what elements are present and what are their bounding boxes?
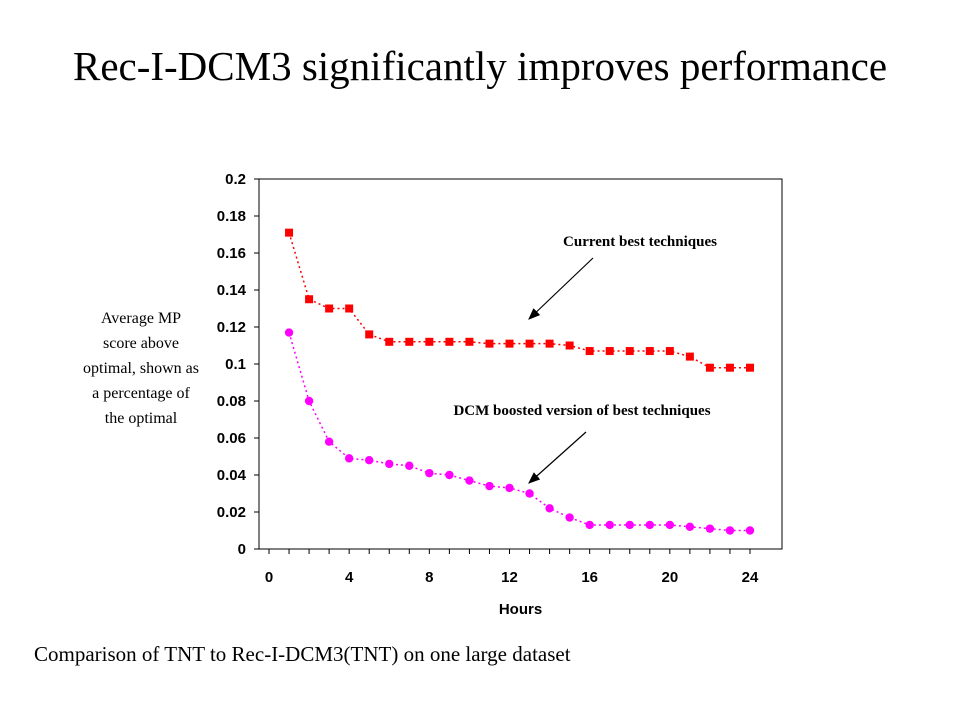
series-0-point [425, 337, 434, 346]
series-1-point [405, 461, 414, 470]
series-1-point [525, 489, 534, 498]
series-0-line [288, 232, 750, 369]
series-0-point [525, 339, 534, 348]
series-1-point [365, 456, 374, 465]
series-1-point [465, 476, 474, 485]
y-tick-label: 0.08 [217, 393, 246, 410]
series-1-point [505, 483, 514, 493]
y-tick-label: 0 [238, 541, 246, 558]
series-1-point [725, 526, 735, 535]
series-0-point [465, 337, 474, 346]
series-1-point [385, 459, 394, 469]
y-axis-title-line: a percentage of [92, 385, 190, 402]
x-tick-label: 24 [742, 569, 759, 586]
x-tick-label: 20 [661, 569, 678, 586]
y-axis-title-line: the optimal [105, 410, 178, 427]
y-tick-label: 0.18 [217, 208, 246, 225]
series-1-point [545, 504, 554, 513]
series-0-point [365, 330, 374, 339]
x-tick-label: 0 [265, 569, 273, 586]
series-1-point [324, 437, 334, 446]
annotation-arrow [528, 431, 587, 484]
series-1-point [625, 520, 634, 530]
series-1-point [585, 520, 594, 530]
series-0-point [585, 347, 594, 356]
x-axis-title: Hours [499, 601, 542, 618]
series-0-point [385, 337, 394, 346]
series-0-point [605, 347, 614, 356]
series-0-point [746, 363, 754, 372]
series-1-point [485, 481, 494, 491]
y-tick-label: 0.14 [217, 282, 247, 299]
y-axis-title-line: score above [103, 335, 179, 352]
y-tick-label: 0.12 [217, 319, 246, 336]
annotation-arrow [528, 257, 594, 320]
x-tick-label: 8 [425, 569, 433, 586]
series-1-point [445, 470, 454, 480]
annotation-label: Current best techniques [563, 234, 717, 250]
series-1-point [705, 524, 715, 533]
y-axis-title-line: optimal, shown as [83, 360, 199, 377]
x-tick-label: 12 [501, 569, 518, 586]
series-1-point [304, 396, 314, 406]
series-0-point [305, 295, 314, 304]
slide-title: Rec-I-DCM3 significantly improves perfor… [72, 43, 888, 89]
series-1-point [284, 328, 294, 337]
y-tick-label: 0.02 [217, 504, 246, 521]
slide-caption: Comparison of TNT to Rec-I-DCM3(TNT) on … [34, 642, 571, 666]
series-1-point [745, 526, 755, 535]
series-0-point [705, 363, 714, 372]
series-1-line [288, 332, 750, 532]
y-tick-label: 0.2 [225, 171, 246, 188]
y-tick-label: 0.16 [217, 245, 246, 262]
series-1-point [665, 520, 675, 530]
series-1-point [344, 454, 354, 463]
y-tick-label: 0.04 [217, 467, 247, 484]
series-1-point [425, 468, 434, 478]
series-0-point [665, 347, 674, 356]
series-1-point [645, 520, 654, 530]
series-1-point [605, 520, 614, 530]
x-tick-label: 16 [581, 569, 598, 586]
series-0-point [685, 352, 694, 361]
x-tick-label: 4 [345, 569, 354, 586]
series-0-point [285, 228, 294, 237]
series-0-point [445, 337, 454, 346]
y-axis-title-line: Average MP [101, 310, 181, 327]
series-0-point [545, 339, 554, 348]
series-1-point [685, 522, 695, 531]
series-0-point [325, 304, 334, 313]
series-0-point [485, 339, 494, 348]
series-0-point [645, 347, 654, 356]
series-0-point [565, 341, 574, 350]
series-0-point [345, 304, 354, 313]
annotation-label: DCM boosted version of best techniques [453, 403, 710, 419]
series-1-point [565, 513, 574, 522]
y-tick-label: 0.1 [225, 356, 246, 373]
series-0-point [725, 363, 734, 372]
series-0-point [405, 337, 414, 346]
series-0-point [625, 347, 634, 356]
y-tick-label: 0.06 [217, 430, 246, 447]
series-0-point [505, 339, 514, 348]
